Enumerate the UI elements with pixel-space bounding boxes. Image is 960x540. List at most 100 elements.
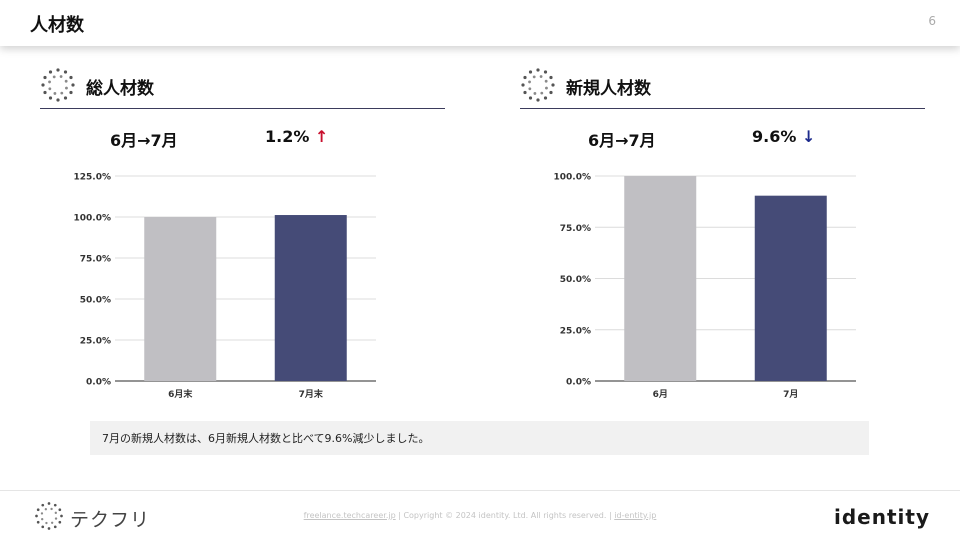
icon-dot <box>528 70 533 74</box>
footer-link-identity[interactable]: id-entity.jp <box>614 511 657 520</box>
icon-dot <box>48 87 52 91</box>
y-tick-label: 50.0% <box>560 275 591 285</box>
icon-dot <box>52 75 56 79</box>
icon-dot <box>43 90 47 95</box>
icon-dot <box>528 80 531 84</box>
icon-dot <box>528 87 532 91</box>
dots-circle-icon <box>41 68 75 102</box>
footer-logo-text: テクフリ <box>70 509 151 531</box>
icon-dot <box>543 96 548 100</box>
icon-dot <box>36 520 40 524</box>
icon-dot <box>45 521 48 525</box>
icon-dot <box>53 92 57 95</box>
icon-dot <box>40 512 44 515</box>
icon-dot <box>60 91 64 95</box>
y-tick-label: 50.0% <box>80 296 111 306</box>
section-total: 総人材数 6月→7月 1.2% ↑ 0.0% 25.0% 50.0% 75.0% 100… <box>40 62 445 400</box>
footer-copyright: freelance.techcareer.jp | Copyright © 20… <box>0 511 960 520</box>
icon-dot <box>50 507 53 511</box>
bar-chart-total: 0.0% 25.0% 50.0% 75.0% 100.0% 125.0% 6月末 7月末 <box>74 173 376 400</box>
icon-dot <box>43 75 47 80</box>
icon-dot <box>521 83 525 87</box>
y-tick-label: 100.0% <box>554 173 592 183</box>
icon-dot <box>41 83 45 87</box>
icon-dot <box>533 92 537 95</box>
icon-dot <box>44 508 48 511</box>
icon-dot <box>56 98 60 102</box>
period-label: 6月→7月 <box>588 131 656 150</box>
icon-dot <box>47 527 51 530</box>
icon-dot <box>53 525 57 529</box>
icon-dot <box>63 96 68 100</box>
y-tick-label: 100.0% <box>74 214 112 224</box>
section-new: 新規人材数 6月→7月 9.6% ↓ 0.0% 25.0% 50.0% 75.0% 10… <box>520 62 925 400</box>
header-bar: 人材数 6 <box>0 0 960 46</box>
change-metric: 1.2% ↑ <box>265 127 328 146</box>
icon-dot <box>54 517 58 520</box>
icon-dot <box>549 90 553 95</box>
icon-dot <box>528 96 533 100</box>
y-tick-label: 125.0% <box>74 173 112 183</box>
icon-dot <box>69 90 73 95</box>
summary-note: 7月の新規人材数は、6月新規人材数と比べて9.6%減少しました。 <box>90 421 869 455</box>
icon-dot <box>69 75 73 80</box>
y-tick-label: 75.0% <box>560 224 591 234</box>
arrow-up-icon: ↑ <box>314 127 329 146</box>
icon-dot <box>523 90 527 95</box>
icon-dot <box>35 514 38 518</box>
footer-separator: | <box>398 511 401 520</box>
x-tick-label: 6月末 <box>168 388 193 400</box>
footer-link-techcareer[interactable]: freelance.techcareer.jp <box>303 511 396 520</box>
tech-free-logo-icon <box>35 502 63 530</box>
icon-dot <box>53 503 57 507</box>
icon-dot <box>551 83 555 87</box>
icon-dot <box>536 68 540 72</box>
change-value: 9.6% <box>752 127 797 146</box>
icon-dot <box>544 79 548 83</box>
icon-dot <box>58 508 62 512</box>
icon-dot <box>545 86 548 90</box>
x-tick-label: 7月 <box>783 389 798 400</box>
icon-dot <box>65 86 68 90</box>
bar <box>754 195 827 381</box>
icon-dot <box>59 75 63 78</box>
summary-text: 7月の新規人材数は、6月新規人材数と比べて9.6%減少しました。 <box>102 432 430 445</box>
icon-dot <box>36 508 40 512</box>
icon-dot <box>549 75 553 80</box>
change-value: 1.2% <box>265 127 310 146</box>
icon-dot <box>539 75 543 78</box>
bar-chart-new: 0.0% 25.0% 50.0% 75.0% 100.0% 6月 7月 <box>554 173 856 400</box>
footer-separator: | <box>608 511 612 520</box>
y-tick-label: 0.0% <box>566 378 591 388</box>
bar <box>624 176 697 381</box>
icon-dot <box>543 70 548 74</box>
icon-dot <box>71 83 75 87</box>
bar <box>274 215 347 381</box>
y-tick-label: 25.0% <box>80 337 111 347</box>
icon-dot <box>48 96 53 100</box>
icon-dot <box>60 514 63 518</box>
period-label: 6月→7月 <box>110 131 178 150</box>
icon-dot <box>63 70 68 74</box>
section-header: 新規人材数 <box>520 62 925 109</box>
section-header: 総人材数 <box>40 62 445 109</box>
identity-brand-logo: identity <box>834 505 930 529</box>
page-title: 人材数 <box>30 15 84 36</box>
icon-dot <box>64 79 68 83</box>
page-number: 6 <box>928 14 936 28</box>
icon-dot <box>47 502 51 505</box>
y-tick-label: 25.0% <box>560 326 591 336</box>
icon-dot <box>41 517 44 521</box>
icon-dot <box>540 91 544 95</box>
icon-dot <box>48 80 51 84</box>
y-tick-label: 0.0% <box>86 378 111 388</box>
icon-dot <box>54 511 57 515</box>
icon-dot <box>50 521 54 524</box>
section-title: 総人材数 <box>86 79 154 99</box>
dots-circle-icon <box>521 68 555 102</box>
icon-dot <box>56 68 60 72</box>
bar <box>144 217 217 381</box>
icon-dot <box>41 525 45 529</box>
icon-dot <box>58 520 62 524</box>
icon-dot <box>536 98 540 102</box>
